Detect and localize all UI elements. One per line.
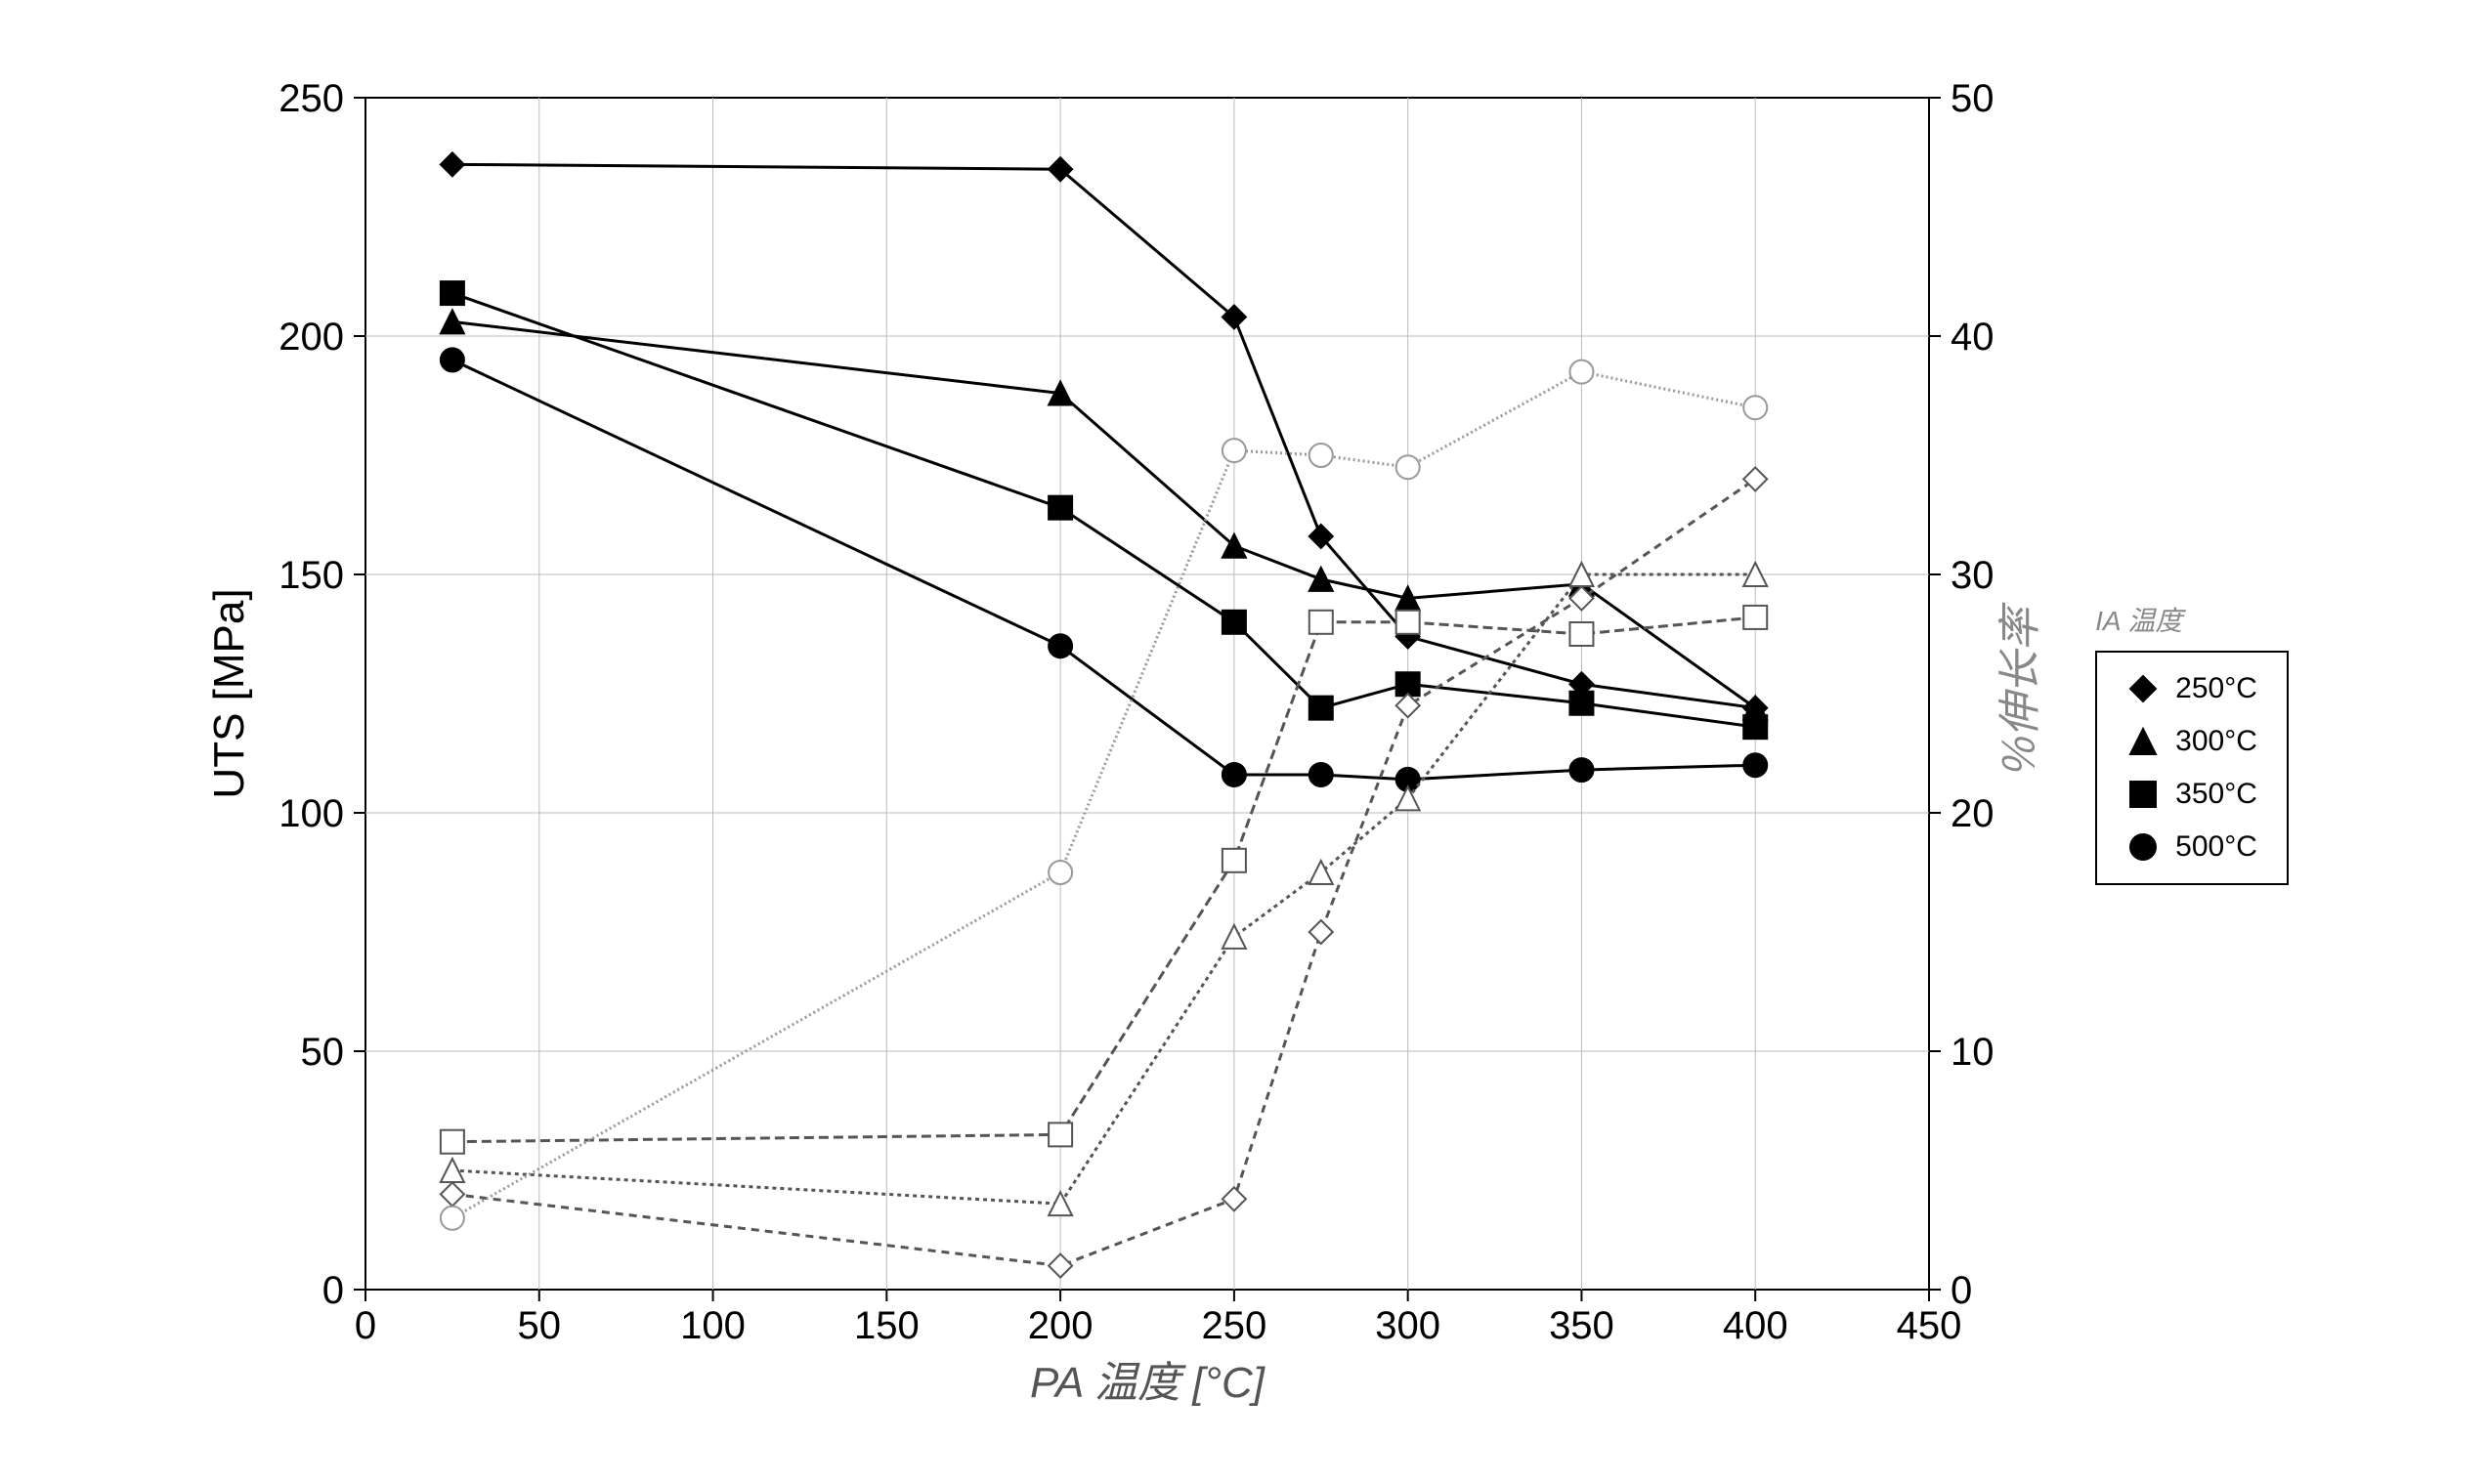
svg-text:％伸长率: ％伸长率 [1996, 602, 2044, 780]
legend-row: 250°C [2126, 672, 2257, 705]
legend-marker-icon [2126, 830, 2160, 864]
svg-text:300: 300 [1375, 1304, 1440, 1347]
svg-text:50: 50 [1951, 77, 1995, 120]
legend-label: 300°C [2175, 725, 2257, 758]
svg-text:400: 400 [1723, 1304, 1788, 1347]
svg-text:0: 0 [355, 1304, 376, 1347]
svg-text:50: 50 [301, 1031, 345, 1074]
svg-text:200: 200 [279, 316, 344, 359]
legend-marker-icon [2126, 672, 2160, 705]
svg-text:350: 350 [1549, 1304, 1614, 1347]
svg-text:UTS [MPa]: UTS [MPa] [205, 588, 253, 798]
svg-text:10: 10 [1951, 1031, 1995, 1074]
legend-label: 500°C [2175, 830, 2257, 864]
svg-text:40: 40 [1951, 316, 1995, 359]
legend-label: 250°C [2175, 672, 2257, 705]
svg-text:0: 0 [322, 1269, 344, 1312]
svg-text:250: 250 [279, 77, 344, 120]
chart-area: 0501001502002503003504004500501001502002… [199, 59, 2056, 1426]
chart-container: 0501001502002503003504004500501001502002… [199, 59, 2289, 1426]
svg-text:30: 30 [1951, 554, 1995, 597]
legend: IA 温度 250°C 300°C 350°C 500°C [2095, 600, 2289, 885]
svg-text:PA 温度 [°C]: PA 温度 [°C] [1030, 1359, 1266, 1407]
svg-text:200: 200 [1028, 1304, 1094, 1347]
legend-row: 500°C [2126, 830, 2257, 864]
svg-text:100: 100 [680, 1304, 746, 1347]
legend-marker-icon [2126, 725, 2160, 758]
svg-text:100: 100 [279, 792, 344, 835]
legend-row: 350°C [2126, 778, 2257, 811]
legend-box: 250°C 300°C 350°C 500°C [2095, 651, 2289, 885]
legend-row: 300°C [2126, 725, 2257, 758]
legend-title: IA 温度 [2095, 600, 2289, 639]
legend-label: 350°C [2175, 778, 2257, 811]
svg-text:150: 150 [854, 1304, 920, 1347]
svg-text:0: 0 [1951, 1269, 1972, 1312]
svg-text:20: 20 [1951, 792, 1995, 835]
legend-marker-icon [2126, 778, 2160, 811]
svg-text:50: 50 [518, 1304, 562, 1347]
svg-text:250: 250 [1202, 1304, 1267, 1347]
svg-text:150: 150 [279, 554, 344, 597]
chart-svg: 0501001502002503003504004500501001502002… [199, 59, 2056, 1426]
